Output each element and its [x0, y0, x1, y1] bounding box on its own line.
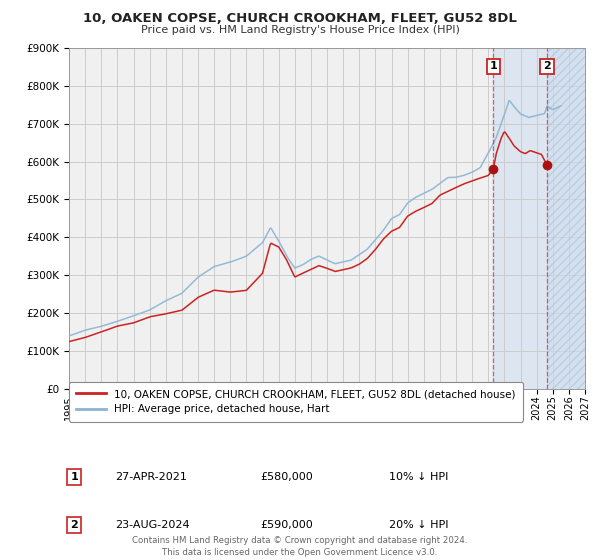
Text: 27-APR-2021: 27-APR-2021 — [115, 472, 187, 482]
Text: £580,000: £580,000 — [260, 472, 313, 482]
Text: 2: 2 — [543, 62, 551, 71]
Text: 20% ↓ HPI: 20% ↓ HPI — [389, 520, 448, 530]
Text: Price paid vs. HM Land Registry's House Price Index (HPI): Price paid vs. HM Land Registry's House … — [140, 25, 460, 35]
Text: 10% ↓ HPI: 10% ↓ HPI — [389, 472, 448, 482]
Text: 1: 1 — [490, 62, 497, 71]
Legend: 10, OAKEN COPSE, CHURCH CROOKHAM, FLEET, GU52 8DL (detached house), HPI: Average: 10, OAKEN COPSE, CHURCH CROOKHAM, FLEET,… — [69, 382, 523, 422]
Text: 1: 1 — [70, 472, 78, 482]
Text: 23-AUG-2024: 23-AUG-2024 — [115, 520, 190, 530]
Text: 2: 2 — [70, 520, 78, 530]
Text: £590,000: £590,000 — [260, 520, 313, 530]
Text: Contains HM Land Registry data © Crown copyright and database right 2024.
This d: Contains HM Land Registry data © Crown c… — [132, 536, 468, 557]
Bar — [547, 48, 585, 389]
Text: 10, OAKEN COPSE, CHURCH CROOKHAM, FLEET, GU52 8DL: 10, OAKEN COPSE, CHURCH CROOKHAM, FLEET,… — [83, 12, 517, 25]
Bar — [493, 48, 585, 389]
